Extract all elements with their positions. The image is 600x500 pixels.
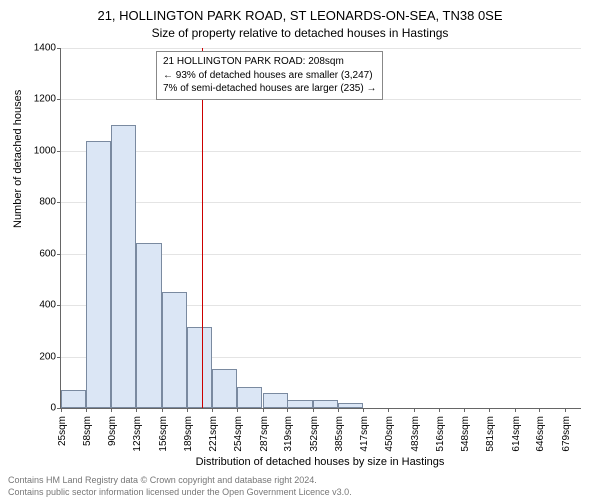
y-tick-mark (57, 48, 61, 49)
x-tick-label: 90sqm (107, 416, 118, 446)
x-tick-mark (111, 408, 112, 412)
x-tick-mark (187, 408, 188, 412)
x-tick-mark (338, 408, 339, 412)
y-tick-mark (57, 99, 61, 100)
histogram-bar (263, 393, 288, 408)
x-tick-mark (363, 408, 364, 412)
gridline (61, 202, 581, 203)
y-tick-label: 1400 (16, 43, 56, 54)
x-tick-label: 516sqm (435, 416, 446, 452)
chart-container: 21, HOLLINGTON PARK ROAD, ST LEONARDS-ON… (0, 0, 600, 500)
x-tick-label: 221sqm (208, 416, 219, 452)
plot-area: 21 HOLLINGTON PARK ROAD: 208sqm ← 93% of… (60, 48, 581, 409)
reference-line (202, 48, 203, 408)
histogram-bar (212, 369, 237, 408)
x-tick-label: 679sqm (561, 416, 572, 452)
y-tick-label: 1200 (16, 94, 56, 105)
annotation-box: 21 HOLLINGTON PARK ROAD: 208sqm ← 93% of… (156, 51, 383, 100)
x-tick-label: 352sqm (309, 416, 320, 452)
x-tick-mark (162, 408, 163, 412)
x-tick-label: 417sqm (359, 416, 370, 452)
y-tick-label: 600 (16, 248, 56, 259)
histogram-bar (338, 403, 363, 408)
gridline (61, 99, 581, 100)
x-tick-label: 287sqm (259, 416, 270, 452)
x-tick-label: 581sqm (485, 416, 496, 452)
x-tick-mark (515, 408, 516, 412)
y-tick-mark (57, 151, 61, 152)
x-tick-label: 646sqm (535, 416, 546, 452)
x-tick-label: 319sqm (283, 416, 294, 452)
histogram-bar (61, 390, 86, 408)
x-tick-label: 450sqm (384, 416, 395, 452)
x-tick-mark (237, 408, 238, 412)
x-tick-label: 123sqm (132, 416, 143, 452)
footer-line2: Contains public sector information licen… (8, 487, 352, 497)
x-tick-label: 254sqm (233, 416, 244, 452)
x-tick-label: 156sqm (158, 416, 169, 452)
annotation-line3: 7% of semi-detached houses are larger (2… (163, 82, 376, 96)
y-tick-label: 1000 (16, 145, 56, 156)
y-tick-label: 400 (16, 300, 56, 311)
y-tick-label: 0 (16, 403, 56, 414)
x-tick-mark (565, 408, 566, 412)
chart-title: 21, HOLLINGTON PARK ROAD, ST LEONARDS-ON… (0, 8, 600, 23)
annotation-line2: ← 93% of detached houses are smaller (3,… (163, 69, 376, 83)
histogram-bar (111, 125, 136, 408)
x-tick-mark (489, 408, 490, 412)
histogram-bar (313, 400, 338, 408)
footer-line1: Contains HM Land Registry data © Crown c… (8, 475, 317, 485)
histogram-bar (187, 327, 212, 408)
x-tick-mark (263, 408, 264, 412)
x-tick-label: 483sqm (410, 416, 421, 452)
x-tick-mark (61, 408, 62, 412)
x-tick-mark (313, 408, 314, 412)
x-tick-label: 25sqm (57, 416, 68, 446)
x-tick-mark (136, 408, 137, 412)
chart-subtitle: Size of property relative to detached ho… (0, 26, 600, 40)
gridline (61, 151, 581, 152)
gridline (61, 48, 581, 49)
x-tick-mark (539, 408, 540, 412)
x-tick-mark (439, 408, 440, 412)
annotation-line1: 21 HOLLINGTON PARK ROAD: 208sqm (163, 55, 376, 69)
y-tick-mark (57, 202, 61, 203)
x-tick-label: 189sqm (183, 416, 194, 452)
x-tick-mark (287, 408, 288, 412)
y-tick-label: 200 (16, 351, 56, 362)
histogram-bar (86, 141, 111, 408)
y-tick-mark (57, 254, 61, 255)
x-tick-label: 58sqm (82, 416, 93, 446)
x-tick-mark (86, 408, 87, 412)
x-axis-label: Distribution of detached houses by size … (60, 456, 580, 468)
y-tick-mark (57, 357, 61, 358)
x-tick-label: 385sqm (334, 416, 345, 452)
histogram-bar (237, 387, 262, 408)
histogram-bar (287, 400, 312, 408)
x-tick-mark (464, 408, 465, 412)
y-tick-label: 800 (16, 197, 56, 208)
x-tick-mark (414, 408, 415, 412)
histogram-bar (136, 243, 161, 408)
y-tick-mark (57, 305, 61, 306)
x-tick-mark (388, 408, 389, 412)
histogram-bar (162, 292, 187, 408)
x-tick-label: 548sqm (460, 416, 471, 452)
x-tick-label: 614sqm (511, 416, 522, 452)
x-tick-mark (212, 408, 213, 412)
